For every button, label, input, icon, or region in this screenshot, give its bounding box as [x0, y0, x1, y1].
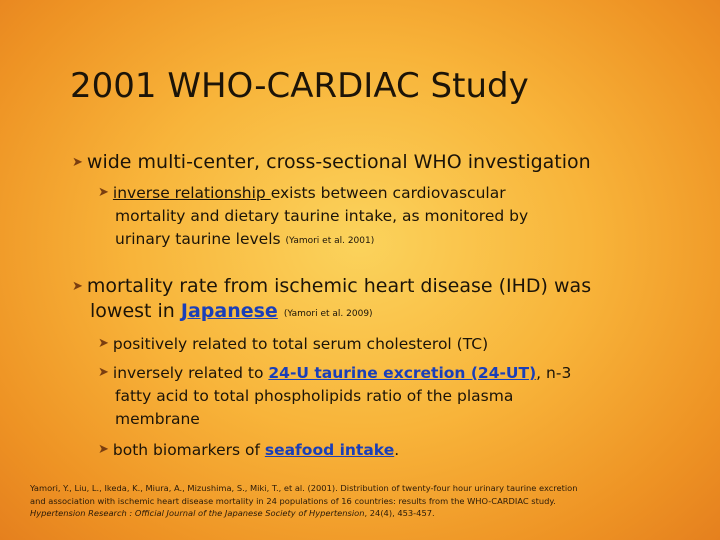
bullet-text: exists between cardiovascular [270, 184, 506, 202]
japanese-link[interactable]: Japanese [180, 300, 278, 322]
subbullet-line: urinary taurine levels (Yamori et al. 20… [115, 228, 374, 252]
subbullet-line: fatty acid to total phospholipids ratio … [115, 387, 514, 405]
bullet-arrow-icon: ➤ [72, 155, 83, 170]
bullet-multi-center: ➤ wide multi-center, cross-sectional WHO … [72, 150, 591, 175]
subbullet-line: mortality and dietary taurine intake, as… [115, 207, 529, 225]
bullet-mortality-rate: ➤ mortality rate from ischemic heart dise… [72, 274, 591, 299]
bullet-text: lowest in [90, 300, 181, 322]
reference: Yamori, Y., Liu, L., Ikeda, K., Miura, A… [30, 482, 700, 520]
reference-line: Yamori, Y., Liu, L., Ikeda, K., Miura, A… [30, 483, 578, 493]
reference-line: Hypertension Research : Official Journal… [30, 507, 700, 520]
subbullet-positively-related: ➤ positively related to total serum chole… [98, 333, 488, 355]
underlined-phrase: inverse relationship [112, 184, 271, 202]
subbullet-biomarkers: ➤ both biomarkers of seafood intake. [98, 439, 399, 461]
citation: (Yamori et al. 2001) [285, 236, 375, 246]
bullet-text: mortality rate from ischemic heart disea… [86, 275, 592, 297]
reference-line: and association with ischemic heart dise… [30, 495, 556, 506]
bullet-arrow-icon: ➤ [98, 336, 109, 351]
subbullet-inverse-relationship: ➤ inverse relationship exists between car… [98, 182, 506, 204]
subbullet-inversely-related: ➤ inversely related to 24-U taurine excre… [98, 362, 571, 384]
reference-journal: Hypertension Research : Official Journal… [30, 508, 365, 518]
bullet-text: wide multi-center, cross-sectional WHO i… [86, 151, 591, 173]
bullet-text: , n-3 [536, 364, 572, 382]
bullet-text: inversely related to [112, 364, 269, 382]
seafood-intake-link[interactable]: seafood intake [264, 441, 395, 459]
subbullet-line: membrane [115, 410, 200, 428]
citation: (Yamori et al. 2009) [283, 309, 373, 319]
bullet-arrow-icon: ➤ [98, 442, 109, 457]
bullet-text: both biomarkers of [112, 441, 265, 459]
bullet-arrow-icon: ➤ [72, 279, 83, 294]
bullet-text: . [394, 441, 400, 459]
taurine-excretion-link[interactable]: 24-U taurine excretion (24-UT) [268, 364, 537, 382]
bullet-arrow-icon: ➤ [98, 185, 109, 200]
bullet-line: lowest in Japanese (Yamori et al. 2009) [90, 299, 373, 326]
bullet-arrow-icon: ➤ [98, 365, 109, 380]
reference-tail: , 24(4), 453-457. [364, 508, 435, 518]
slide-title: 2001 WHO-CARDIAC Study [70, 66, 529, 106]
bullet-text: positively related to total serum choles… [112, 335, 489, 353]
bullet-text: urinary taurine levels [115, 230, 281, 248]
